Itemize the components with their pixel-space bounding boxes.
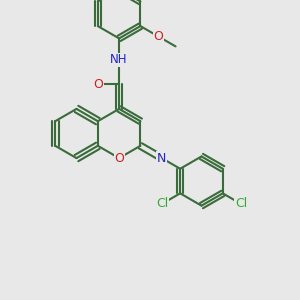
Text: NH: NH [110, 53, 128, 66]
Text: N: N [157, 152, 166, 165]
Text: O: O [93, 78, 103, 91]
Text: O: O [154, 30, 164, 43]
Text: Cl: Cl [156, 197, 168, 210]
Text: O: O [114, 152, 124, 165]
Text: Cl: Cl [235, 197, 247, 210]
